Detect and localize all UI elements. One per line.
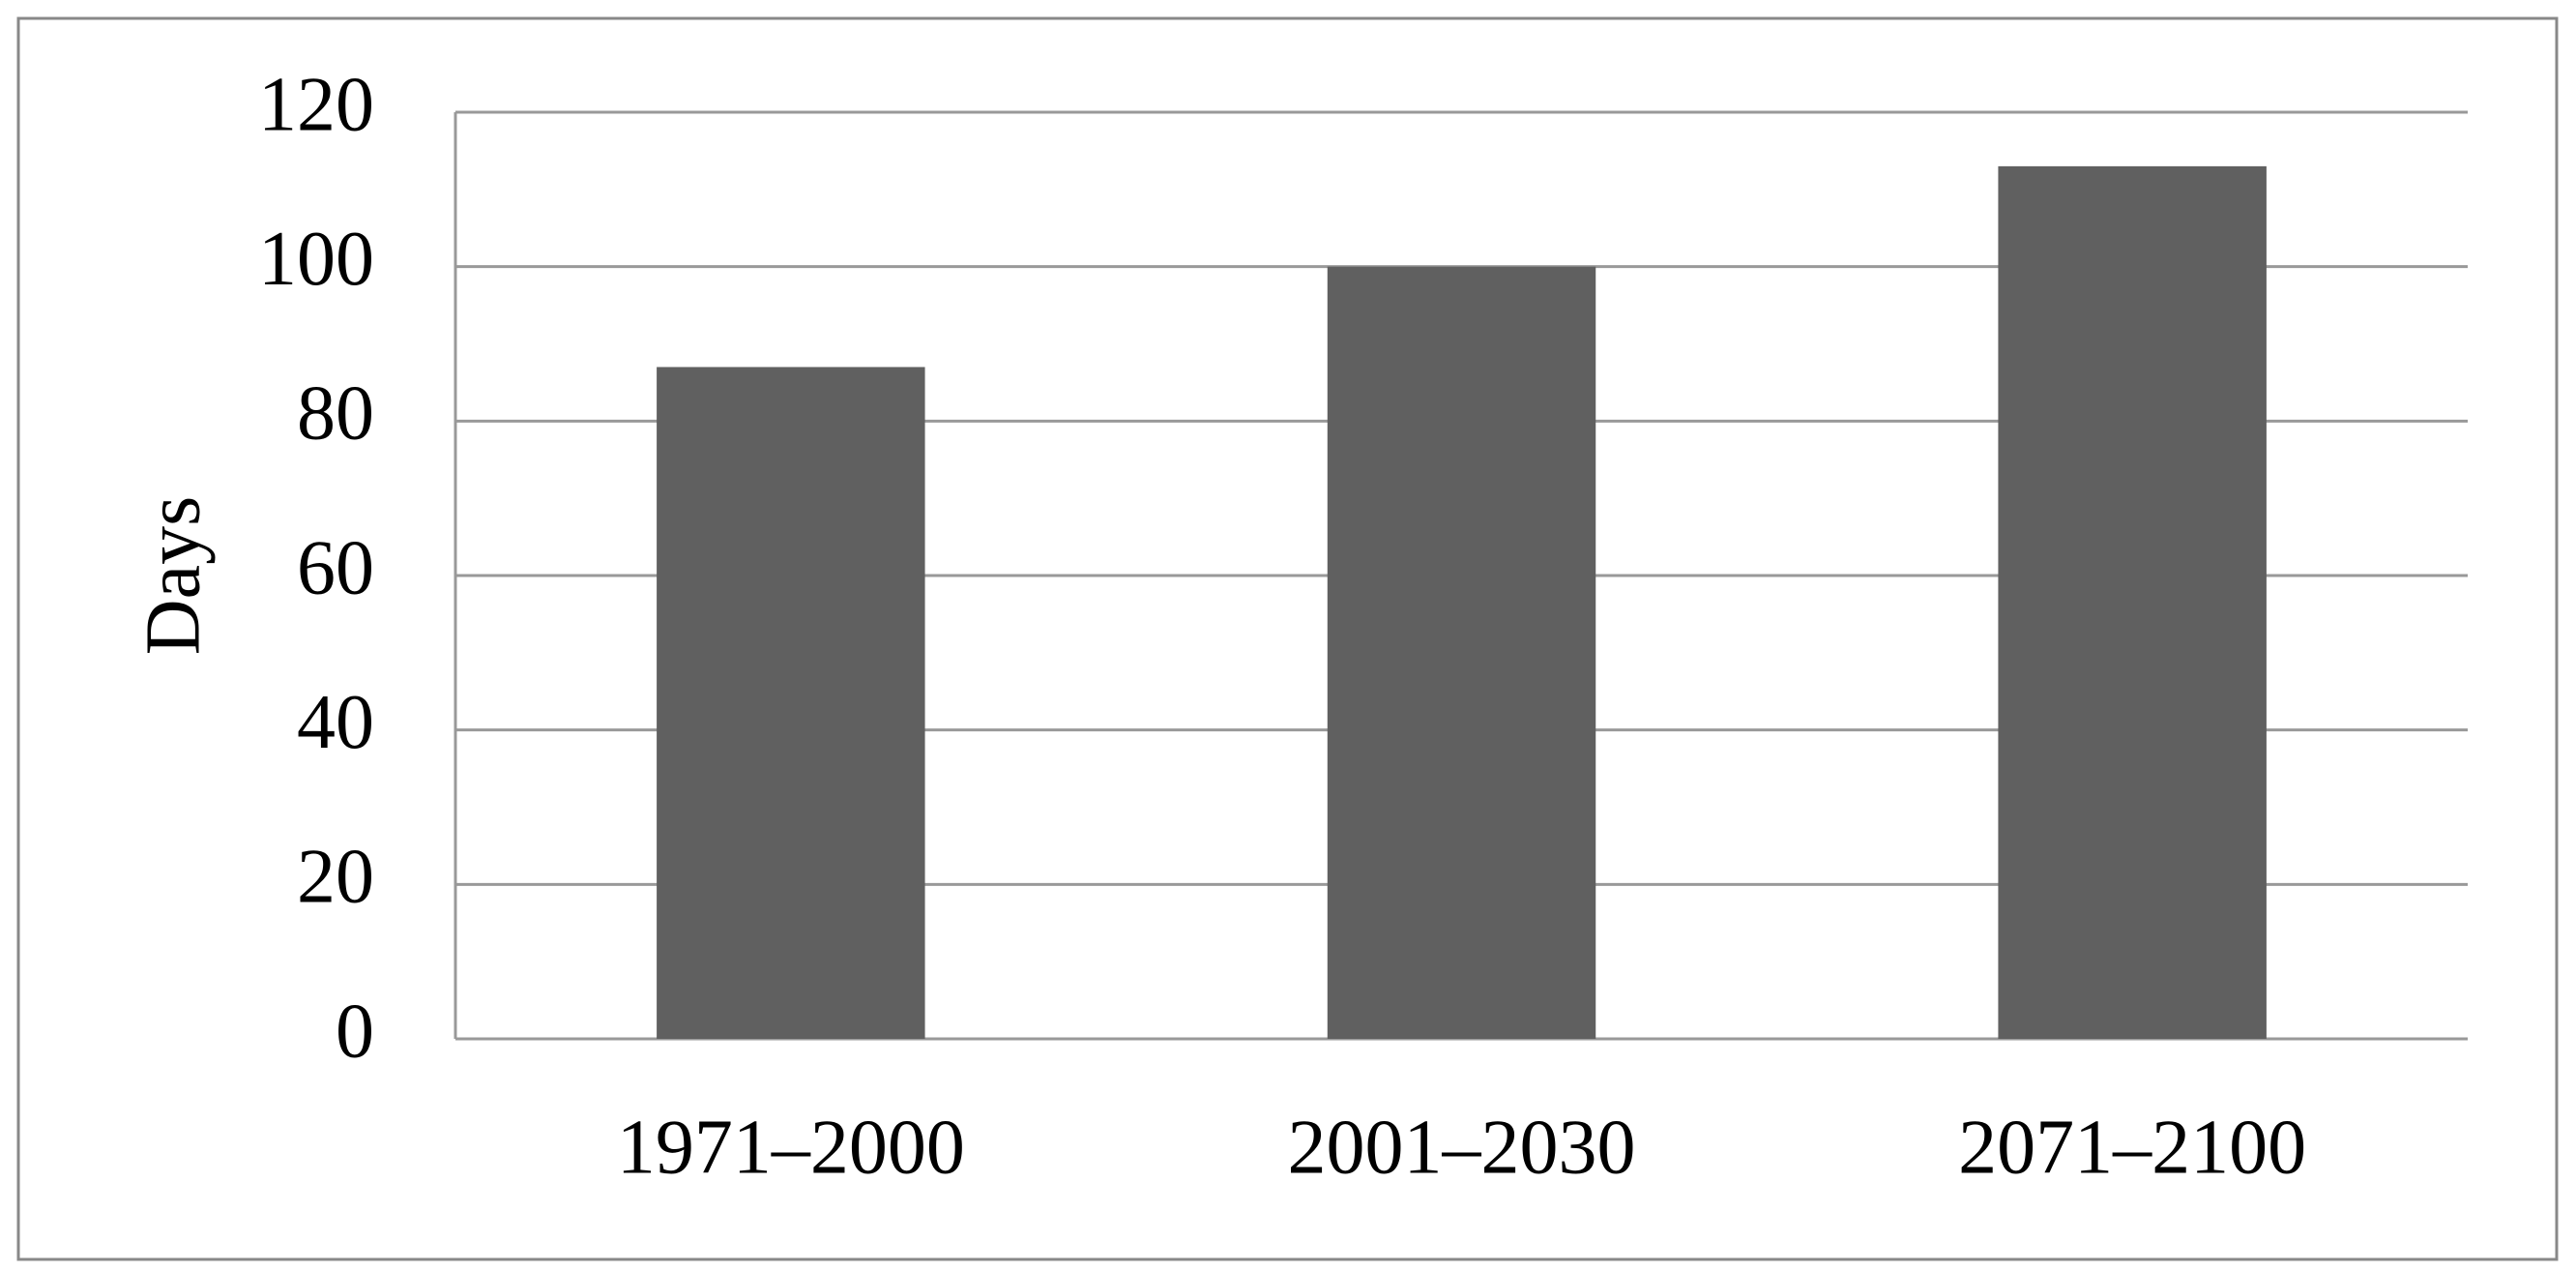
y-tick-label: 100 bbox=[258, 217, 374, 302]
y-tick-label: 40 bbox=[297, 680, 374, 765]
x-tick-label: 2001–2030 bbox=[1288, 1105, 1636, 1190]
bar bbox=[1998, 165, 2267, 1040]
y-tick-label: 60 bbox=[297, 525, 374, 610]
y-tick-label: 80 bbox=[297, 371, 374, 457]
y-tick-label: 120 bbox=[258, 62, 374, 147]
x-tick-label: 1971–2000 bbox=[617, 1105, 965, 1190]
y-tick-label: 0 bbox=[336, 989, 374, 1074]
bar bbox=[657, 367, 925, 1039]
y-tick-label: 20 bbox=[297, 835, 374, 920]
y-axis-label: Days bbox=[131, 496, 216, 655]
x-tick-label: 2071–2100 bbox=[1958, 1105, 2306, 1190]
bar bbox=[1327, 266, 1596, 1040]
